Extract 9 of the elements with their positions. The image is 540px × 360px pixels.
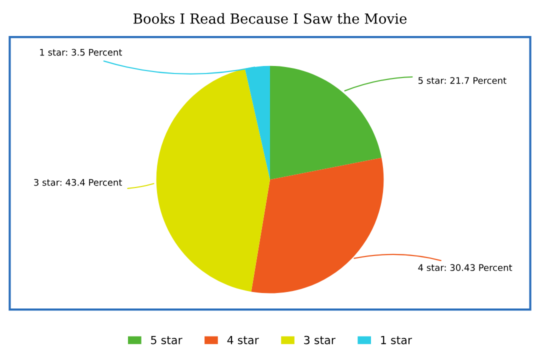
legend-label: 4 star: [227, 336, 259, 344]
data-label: 5 star: 21.7 Percent: [418, 77, 506, 84]
legend-label: 1 star: [381, 336, 412, 344]
data-label: 1 star: 3.5 Percent: [40, 48, 122, 56]
legend-label: 3 star: [304, 336, 336, 344]
data-label: 4 star: 30.43 Percent: [418, 264, 512, 271]
chart-title: Books I Read Because I Saw the Movie: [134, 13, 407, 24]
legend-label: 5 star: [151, 336, 182, 344]
data-label: 3 star: 43.4 Percent: [34, 178, 122, 186]
